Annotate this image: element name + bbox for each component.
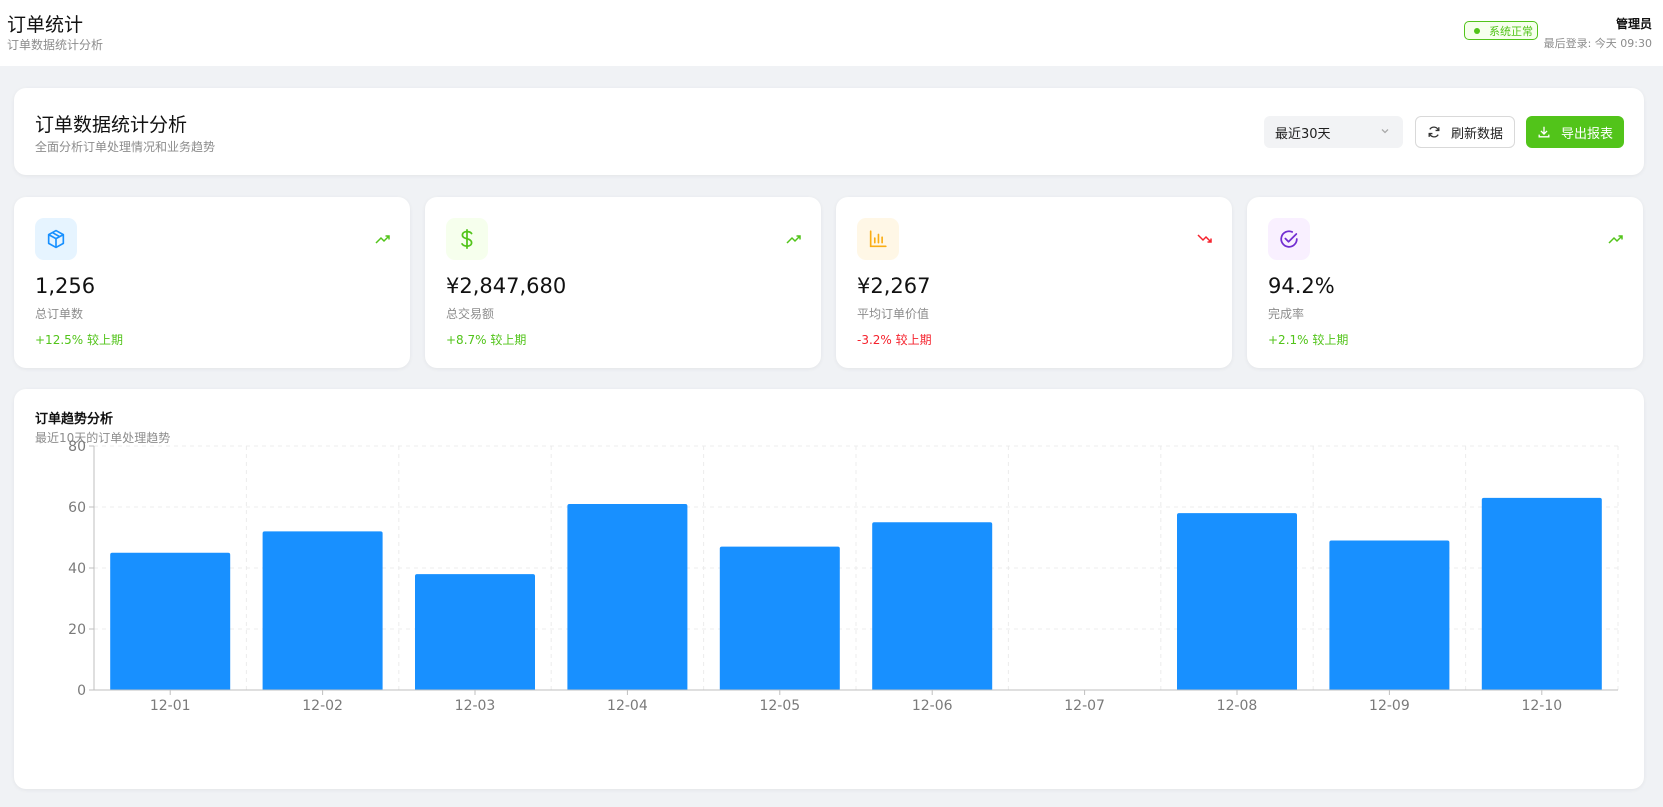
check-circle-icon — [1280, 230, 1298, 248]
stat-card-total-amount: ¥2,847,680 总交易额 +8.7% 较上期 — [425, 197, 821, 368]
stat-icon-box — [857, 218, 899, 260]
y-tick-label: 0 — [77, 683, 86, 699]
stat-change: +12.5% 较上期 — [35, 333, 123, 347]
stat-card-completion-rate: 94.2% 完成率 +2.1% 较上期 — [1247, 197, 1643, 368]
dollar-icon — [461, 228, 473, 250]
x-tick-label: 12-09 — [1369, 698, 1410, 714]
order-trend-chart-card: 订单趋势分析 最近10天的订单处理趋势 0 20 40 60 80 12-01 12-02 1… — [14, 389, 1644, 789]
user-name: 管理员 — [1615, 17, 1652, 31]
stat-icon-box — [1268, 218, 1310, 260]
refresh-label: 刷新数据 — [1450, 126, 1503, 142]
x-tick-label: 12-01 — [150, 698, 191, 714]
y-tick-label: 40 — [68, 561, 86, 577]
stat-label: 总交易额 — [446, 307, 495, 321]
chart-bar — [1329, 540, 1450, 690]
y-tick-label: 60 — [68, 500, 86, 516]
last-login: 最后登录: 今天 09:30 — [1543, 37, 1652, 50]
x-tick-label: 12-08 — [1217, 698, 1258, 714]
x-tick-label: 12-03 — [455, 698, 496, 714]
trend-up-icon — [375, 235, 390, 244]
page-header-card: 订单数据统计分析 全面分析订单处理情况和业务趋势 最近30天 刷新数据 导出报表 — [14, 88, 1644, 175]
download-icon — [1538, 126, 1550, 138]
trend-up-icon — [786, 235, 801, 244]
page-title: 订单数据统计分析 — [35, 114, 188, 136]
chart-bar — [1481, 497, 1602, 690]
stat-icon-box — [35, 218, 77, 260]
stat-change: +8.7% 较上期 — [446, 333, 527, 347]
x-tick-label: 12-05 — [759, 698, 800, 714]
date-range-select[interactable]: 最近30天 — [1264, 116, 1403, 148]
package-icon — [47, 229, 65, 249]
stat-label: 完成率 — [1268, 307, 1305, 321]
date-range-value: 最近30天 — [1275, 126, 1331, 142]
stat-value: 94.2% — [1268, 274, 1335, 298]
x-tick-label: 12-02 — [302, 698, 343, 714]
chart-bar — [872, 522, 993, 690]
stat-card-total-orders: 1,256 总订单数 +12.5% 较上期 — [14, 197, 410, 368]
chevron-down-icon — [1381, 129, 1389, 134]
page-subtitle: 全面分析订单处理情况和业务趋势 — [35, 140, 216, 154]
stat-value: ¥2,847,680 — [446, 274, 567, 298]
order-trend-bar-chart: 0 20 40 60 80 12-01 12-02 12-03 12-04 12-05 12-06 1… — [68, 439, 1619, 714]
y-tick-label: 20 — [68, 622, 86, 638]
chart-subtitle: 最近10天的订单处理趋势 — [35, 431, 171, 445]
user-info[interactable]: 管理员 最后登录: 今天 09:30 — [1544, 15, 1652, 51]
stat-value: ¥2,267 — [857, 274, 931, 298]
x-tick-label: 12-06 — [912, 698, 953, 714]
y-tick-label: 80 — [68, 439, 86, 455]
stat-card-avg-order-value: ¥2,267 平均订单价值 -3.2% 较上期 — [836, 197, 1232, 368]
chart-bar — [110, 552, 231, 690]
top-bar: 订单统计 订单数据统计分析 系统正常 管理员 最后登录: 今天 09:30 — [0, 0, 1663, 66]
chart-bar — [415, 574, 535, 690]
refresh-button[interactable]: 刷新数据 — [1415, 116, 1515, 148]
chart-bar — [1177, 513, 1297, 690]
chart-bar — [567, 503, 688, 690]
export-label: 导出报表 — [1560, 126, 1613, 142]
stat-value: 1,256 — [35, 274, 96, 298]
export-button[interactable]: 导出报表 — [1526, 116, 1624, 148]
trend-down-icon — [1197, 234, 1212, 243]
x-tick-label: 12-10 — [1521, 698, 1562, 714]
bar-chart-icon — [869, 230, 887, 248]
stat-icon-box — [446, 218, 488, 260]
chart-title: 订单趋势分析 — [35, 412, 114, 427]
stat-change: +2.1% 较上期 — [1268, 333, 1349, 347]
stat-change: -3.2% 较上期 — [857, 333, 932, 347]
stat-label: 平均订单价值 — [857, 307, 930, 321]
trend-up-icon — [1608, 235, 1623, 244]
app-subtitle: 订单数据统计分析 — [7, 38, 104, 52]
stat-label: 总订单数 — [35, 307, 84, 321]
status-dot-icon — [1474, 27, 1480, 34]
x-tick-label: 12-07 — [1064, 698, 1105, 714]
x-tick-label: 12-04 — [607, 698, 648, 714]
status-badge: 系统正常 — [1464, 21, 1538, 40]
chart-bar — [262, 531, 383, 690]
status-text: 系统正常 — [1489, 24, 1533, 38]
app-title: 订单统计 — [7, 14, 84, 36]
chart-bar — [719, 546, 840, 690]
refresh-icon — [1428, 126, 1440, 138]
